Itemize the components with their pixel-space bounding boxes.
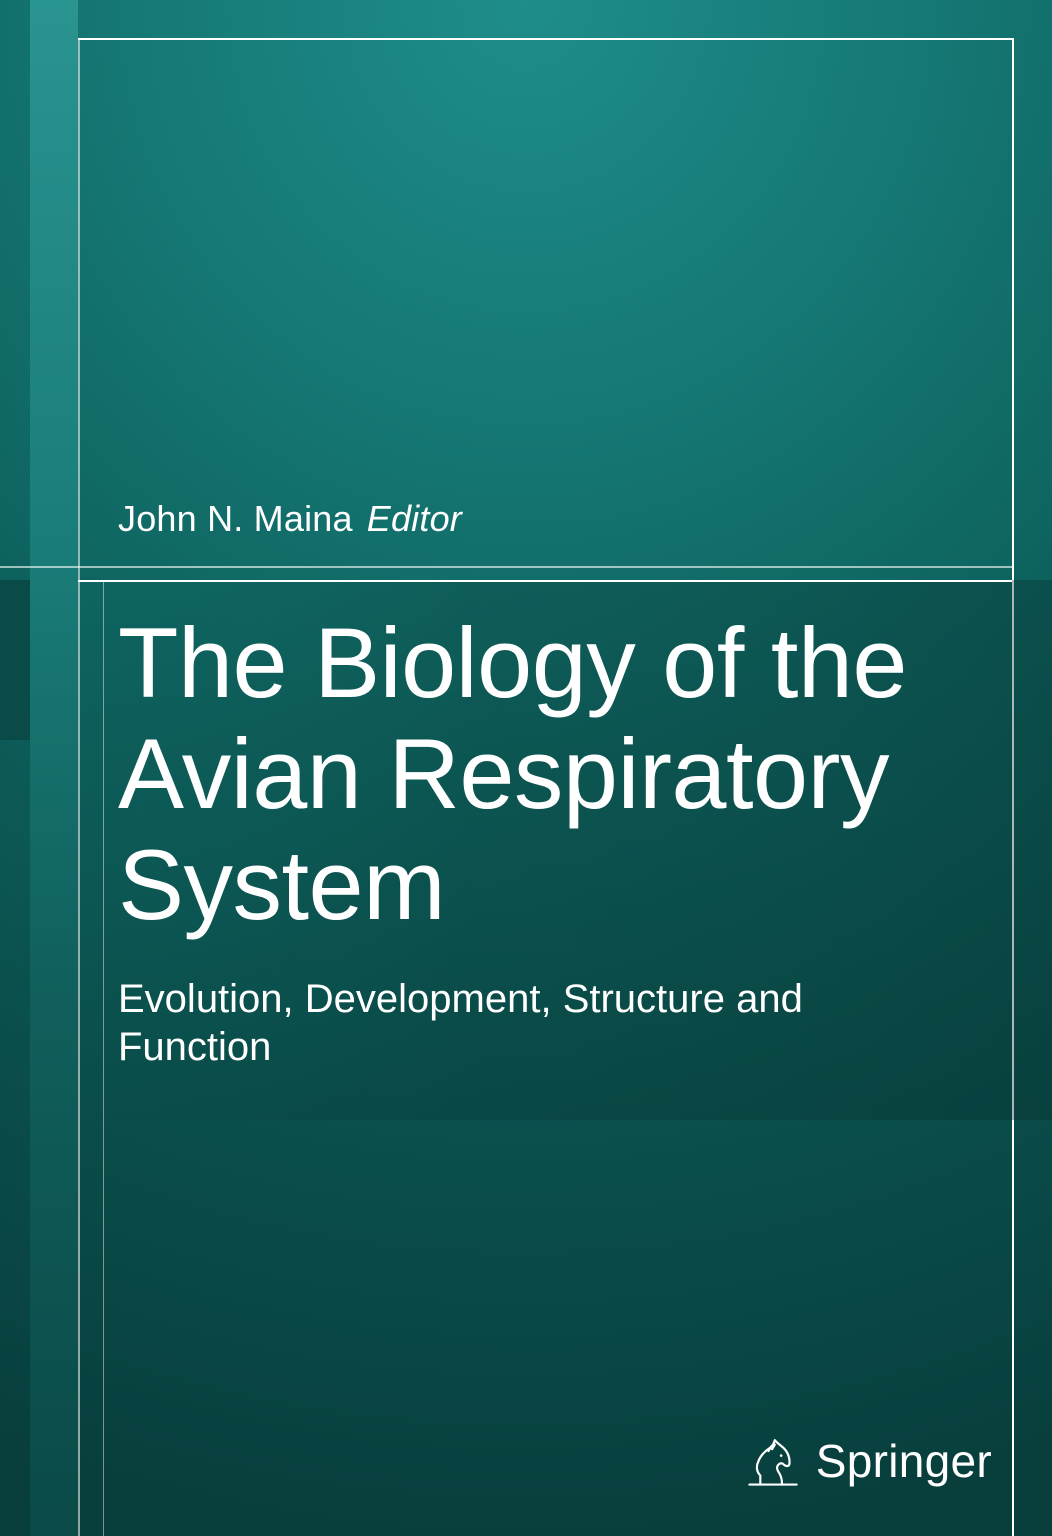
book-title: The Biology of the Avian Respiratory Sys… bbox=[118, 608, 992, 941]
publisher-block: Springer bbox=[744, 1432, 992, 1490]
author-line: John N. Maina Editor bbox=[118, 498, 462, 540]
divider-line-upper bbox=[0, 566, 1012, 568]
inner-vertical-line bbox=[103, 580, 104, 1536]
divider-line-main bbox=[78, 580, 1012, 582]
author-role: Editor bbox=[367, 498, 462, 539]
title-block: The Biology of the Avian Respiratory Sys… bbox=[118, 608, 992, 1072]
springer-horse-icon bbox=[744, 1432, 802, 1490]
book-subtitle: Evolution, Development, Structure and Fu… bbox=[118, 975, 938, 1073]
frame-line-top bbox=[78, 38, 1014, 40]
spine-strip bbox=[30, 0, 78, 1536]
publisher-name: Springer bbox=[816, 1434, 992, 1488]
book-cover: John N. Maina Editor The Biology of the A… bbox=[0, 0, 1052, 1536]
spine-accent-block bbox=[0, 580, 30, 740]
author-name: John N. Maina bbox=[118, 498, 353, 539]
